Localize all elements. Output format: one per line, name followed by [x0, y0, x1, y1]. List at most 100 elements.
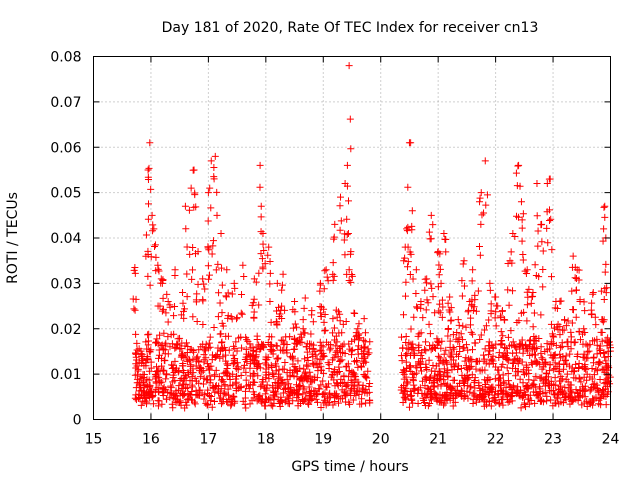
data-point [412, 266, 420, 274]
data-point [523, 301, 531, 309]
data-point [192, 390, 200, 398]
data-point [467, 328, 475, 336]
data-point [330, 272, 338, 280]
data-point [308, 311, 316, 319]
data-point [268, 333, 276, 341]
data-point [232, 338, 240, 346]
data-point [335, 363, 343, 371]
data-point [178, 362, 186, 370]
data-point [132, 353, 140, 361]
data-point [184, 384, 192, 392]
data-point [226, 382, 234, 390]
data-point [496, 312, 504, 320]
data-point [268, 364, 276, 372]
data-point [225, 346, 233, 354]
data-point [307, 330, 315, 338]
data-point [348, 272, 356, 280]
data-point [329, 329, 337, 337]
data-point [589, 290, 597, 298]
data-point [169, 364, 177, 372]
data-point [269, 402, 277, 410]
data-point [472, 307, 480, 315]
data-point [250, 370, 258, 378]
data-point [438, 296, 446, 304]
data-point [463, 387, 471, 395]
data-point [496, 400, 504, 408]
data-point [200, 356, 208, 364]
data-point [199, 380, 207, 388]
data-point [131, 269, 139, 277]
data-point [350, 381, 358, 389]
data-point [242, 368, 250, 376]
data-point [219, 389, 227, 397]
data-point [262, 365, 270, 373]
data-point [512, 372, 520, 380]
data-point [418, 355, 426, 363]
data-points-layer [129, 62, 614, 412]
data-point [162, 375, 170, 383]
data-point [560, 365, 568, 373]
data-point [300, 396, 308, 404]
data-point [475, 243, 483, 251]
data-point [481, 345, 489, 353]
data-point [578, 401, 586, 409]
data-point [329, 356, 337, 364]
data-point [346, 115, 354, 123]
data-point [212, 352, 220, 360]
data-point [255, 360, 263, 368]
data-point [337, 193, 345, 201]
data-point [435, 398, 443, 406]
data-point [532, 358, 540, 366]
data-point [136, 381, 144, 389]
data-point [238, 344, 246, 352]
data-point [535, 273, 543, 281]
data-point [524, 395, 532, 403]
data-point [286, 371, 294, 379]
data-point [330, 324, 338, 332]
data-point [246, 360, 254, 368]
data-point [309, 353, 317, 361]
data-point [580, 364, 588, 372]
data-point [164, 350, 172, 358]
data-point [289, 306, 297, 314]
data-point [317, 312, 325, 320]
data-point [303, 361, 311, 369]
data-point [437, 381, 445, 389]
y-tick-label: 0.01 [50, 367, 81, 383]
data-point [250, 295, 258, 303]
data-point [240, 272, 248, 280]
data-point [530, 309, 538, 317]
data-point [534, 242, 542, 250]
data-point [196, 373, 204, 381]
data-point [207, 397, 215, 405]
data-point [231, 284, 239, 292]
data-point [599, 318, 607, 326]
grid-layer [93, 56, 611, 420]
data-point [183, 339, 191, 347]
data-point [146, 381, 154, 389]
data-point [185, 395, 193, 403]
data-point [307, 340, 315, 348]
data-point [524, 347, 532, 355]
data-point [502, 345, 510, 353]
data-point [580, 350, 588, 358]
data-point [598, 337, 606, 345]
data-point [580, 298, 588, 306]
data-point [442, 346, 450, 354]
data-point [232, 315, 240, 323]
data-point [547, 377, 555, 385]
data-point [531, 399, 539, 407]
data-point [599, 386, 607, 394]
data-point [519, 379, 527, 387]
data-point [421, 374, 429, 382]
data-point [509, 338, 517, 346]
data-point [279, 270, 287, 278]
data-point [421, 401, 429, 409]
data-point [300, 365, 308, 373]
data-point [155, 397, 163, 405]
data-point [553, 305, 561, 313]
data-point [345, 340, 353, 348]
data-point [338, 329, 346, 337]
data-point [467, 314, 475, 322]
data-point [322, 401, 330, 409]
